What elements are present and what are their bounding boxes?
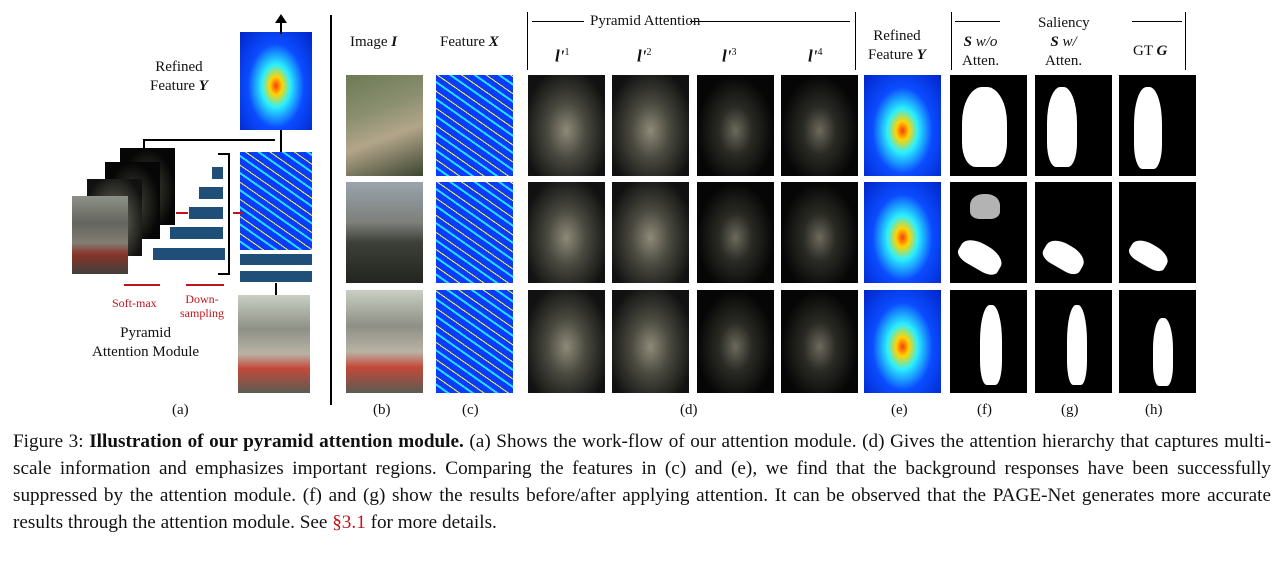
saliency-wo-cell [950, 182, 1027, 283]
header-pyramid-attention: Pyramid Attention [590, 13, 701, 29]
attention-cell [612, 182, 689, 283]
header-saliency: Saliency [1038, 15, 1090, 31]
gt-cell [1119, 290, 1196, 393]
pyramid-bar [153, 248, 225, 260]
red-arrow [176, 212, 188, 214]
bracket-line [1185, 12, 1186, 70]
figure-caption: Figure 3: Illustration of our pyramid at… [13, 428, 1271, 536]
saliency-w-cell [1035, 182, 1112, 283]
refined-cell [864, 75, 941, 176]
sublabel-e: (e) [891, 402, 908, 418]
connector-line [143, 139, 275, 141]
divider [330, 15, 332, 405]
arrow-head-icon [275, 14, 287, 23]
header-l2: l'2 [637, 46, 652, 66]
pyramid-bar [212, 167, 223, 179]
arrow-right [690, 21, 850, 22]
sublabel-f: (f) [977, 402, 992, 418]
bracket [218, 153, 230, 275]
header-gt: GT G [1133, 43, 1168, 59]
bracket-line [855, 12, 856, 70]
conv-layer [240, 271, 312, 282]
section-link[interactable]: §3.1 [332, 512, 366, 533]
image-cell [346, 290, 423, 393]
arrow-left [955, 21, 1000, 22]
header-l4: l'4 [808, 46, 823, 66]
attention-cell [697, 182, 774, 283]
downsampling-label: Down-sampling [180, 292, 224, 320]
refined-feature-label: Refined Feature Y [150, 59, 208, 94]
arrow-up [275, 283, 277, 295]
sublabel-c: (c) [462, 402, 479, 418]
caption-body: (a) Shows the work-flow of our attention… [13, 431, 1272, 533]
bracket-line [951, 12, 952, 70]
header-s-wo: S w/o Atten. [962, 34, 1000, 69]
arrow-up [280, 130, 282, 152]
attention-cell [528, 75, 605, 176]
attention-cell [697, 290, 774, 393]
input-image [238, 295, 310, 393]
attention-cell [612, 75, 689, 176]
attention-cell [612, 290, 689, 393]
module-label: Pyramid Attention Module [92, 325, 200, 360]
sublabel-b: (b) [373, 402, 391, 418]
downsampling-arrow [186, 284, 224, 286]
gt-cell [1119, 75, 1196, 176]
sublabel-a: (a) [172, 402, 189, 418]
pyramid-bar [199, 187, 223, 199]
gt-cell [1119, 182, 1196, 283]
saliency-w-cell [1035, 75, 1112, 176]
feature-cell [436, 75, 513, 176]
caption-suffix: for more details. [365, 512, 497, 533]
header-image: Image I [350, 34, 398, 50]
saliency-w-cell [1035, 290, 1112, 393]
attention-cell [528, 182, 605, 283]
attention-map [72, 196, 128, 274]
refined-cell [864, 182, 941, 283]
softmax-arrow [124, 284, 160, 286]
connector-line [143, 140, 145, 149]
red-arrow [233, 212, 243, 214]
attention-cell [781, 75, 858, 176]
header-s-w: S w/Atten. [1045, 34, 1083, 69]
feature-cell [436, 290, 513, 393]
feature-cell [436, 182, 513, 283]
refined-cell [864, 290, 941, 393]
saliency-wo-cell [950, 75, 1027, 176]
image-cell [346, 182, 423, 283]
softmax-label: Soft-max [112, 296, 157, 310]
pyramid-bar [170, 227, 223, 239]
refined-feature-heatmap [240, 32, 312, 130]
caption-title: Illustration of our pyramid attention mo… [89, 431, 464, 452]
sublabel-d: (d) [680, 402, 698, 418]
feature-heatmap [240, 152, 312, 250]
conv-layer [240, 254, 312, 265]
header-refined-feature: Refined Feature Y [868, 28, 926, 63]
bracket-line [527, 12, 528, 70]
arrow-left [532, 21, 584, 22]
saliency-wo-cell [950, 290, 1027, 393]
header-l3: l'3 [722, 46, 737, 66]
attention-cell [781, 290, 858, 393]
caption-prefix: Figure 3: [13, 431, 90, 452]
image-cell [346, 75, 423, 176]
arrow-right [1132, 21, 1182, 22]
arrow-up [280, 22, 282, 34]
pyramid-bar [189, 207, 223, 219]
sublabel-h: (h) [1145, 402, 1163, 418]
sublabel-g: (g) [1061, 402, 1079, 418]
attention-cell [781, 182, 858, 283]
header-feature: Feature X [440, 34, 499, 50]
attention-cell [528, 290, 605, 393]
header-l1: l'1 [555, 46, 570, 66]
attention-cell [697, 75, 774, 176]
